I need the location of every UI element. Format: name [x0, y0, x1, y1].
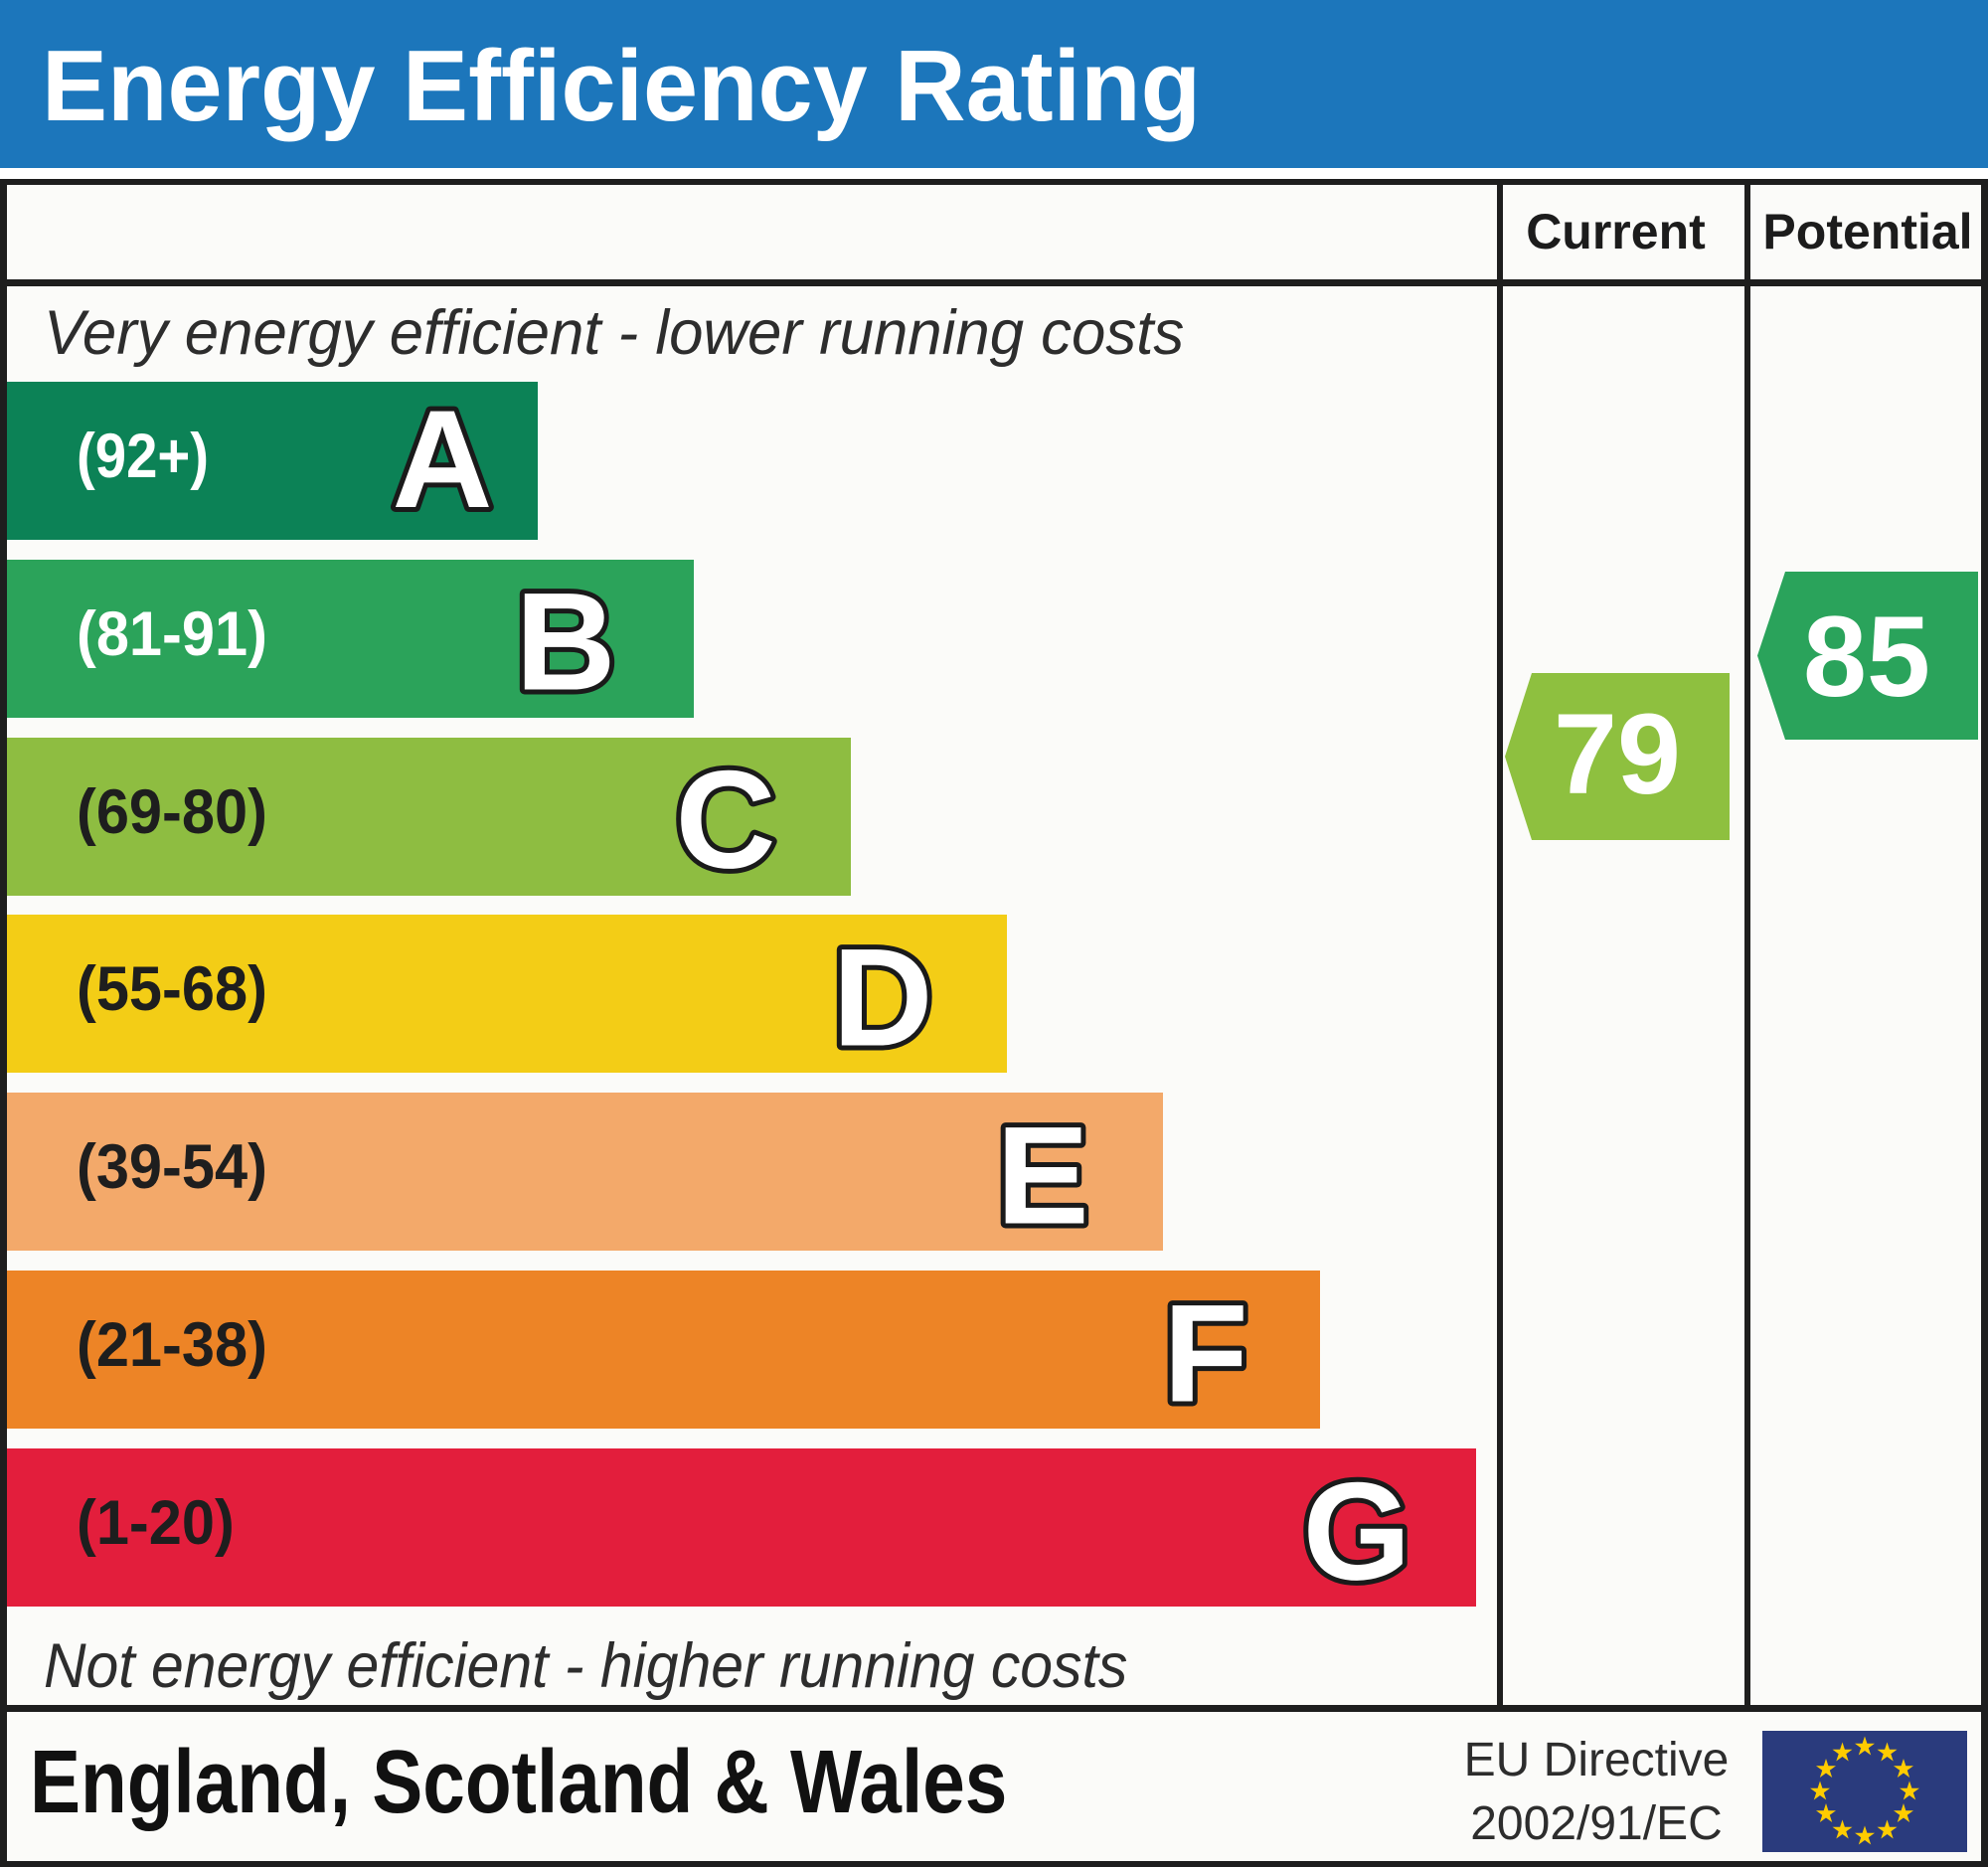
svg-text:79: 79 [1554, 691, 1681, 818]
svg-text:G: G [1303, 1453, 1411, 1610]
svg-text:C: C [675, 742, 775, 898]
svg-text:F: F [1163, 1275, 1248, 1432]
svg-text:85: 85 [1803, 594, 1930, 721]
svg-text:B: B [515, 564, 615, 720]
svg-text:A: A [392, 381, 492, 537]
svg-text:D: D [832, 920, 932, 1076]
svg-text:E: E [996, 1098, 1088, 1254]
